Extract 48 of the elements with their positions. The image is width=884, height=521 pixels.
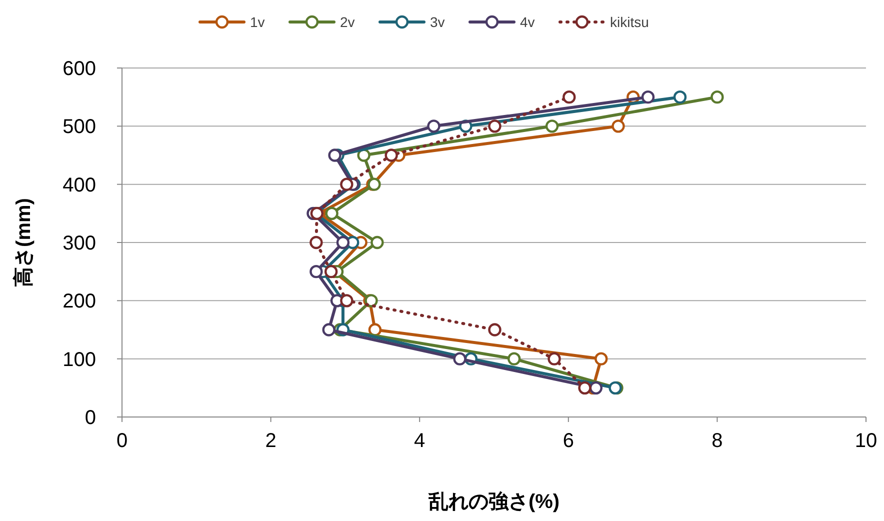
point [710,90,724,104]
x-axis-title: 乱れの強さ(%) [427,491,560,513]
y-tick-label: 400 [62,174,96,196]
y-tick-label: 200 [62,290,96,313]
point [562,90,576,104]
x-tick-label: 2 [265,430,276,452]
point [673,90,687,104]
point [325,206,338,220]
legend-label: kikitsu [610,14,649,30]
point [612,120,625,133]
y-tick-label: 600 [62,58,96,80]
point [324,264,338,278]
point [545,120,559,133]
y-tick-label: 500 [62,116,96,138]
point [384,148,398,162]
legend-label: 4v [520,14,535,30]
point [340,178,354,191]
y-tick-label: 100 [62,348,96,371]
point [310,264,323,278]
point [589,381,603,395]
x-tick-label: 10 [854,430,878,452]
legend-label: 2v [340,14,355,30]
point [641,90,655,104]
point [322,323,336,336]
point [336,236,350,250]
point [340,294,354,308]
point [548,352,561,366]
y-tick-label: 0 [84,407,96,429]
x-tick-label: 6 [562,430,574,452]
point [507,352,521,366]
x-tick-label: 4 [414,430,426,452]
point [357,148,370,162]
point [370,236,384,250]
point [310,236,323,250]
point [488,323,502,336]
x-tick-label: 0 [116,430,128,452]
legend-label: 1v [250,14,265,30]
point [578,381,592,395]
y-axis-title: 高さ(mm) [12,198,35,287]
point [488,120,502,133]
x-tick-label: 8 [712,430,723,452]
point [368,323,382,336]
point [594,352,608,366]
legend-label: 3v [430,14,445,30]
point [453,352,466,366]
point [328,148,342,162]
point [427,120,440,133]
y-tick-label: 300 [62,232,96,254]
